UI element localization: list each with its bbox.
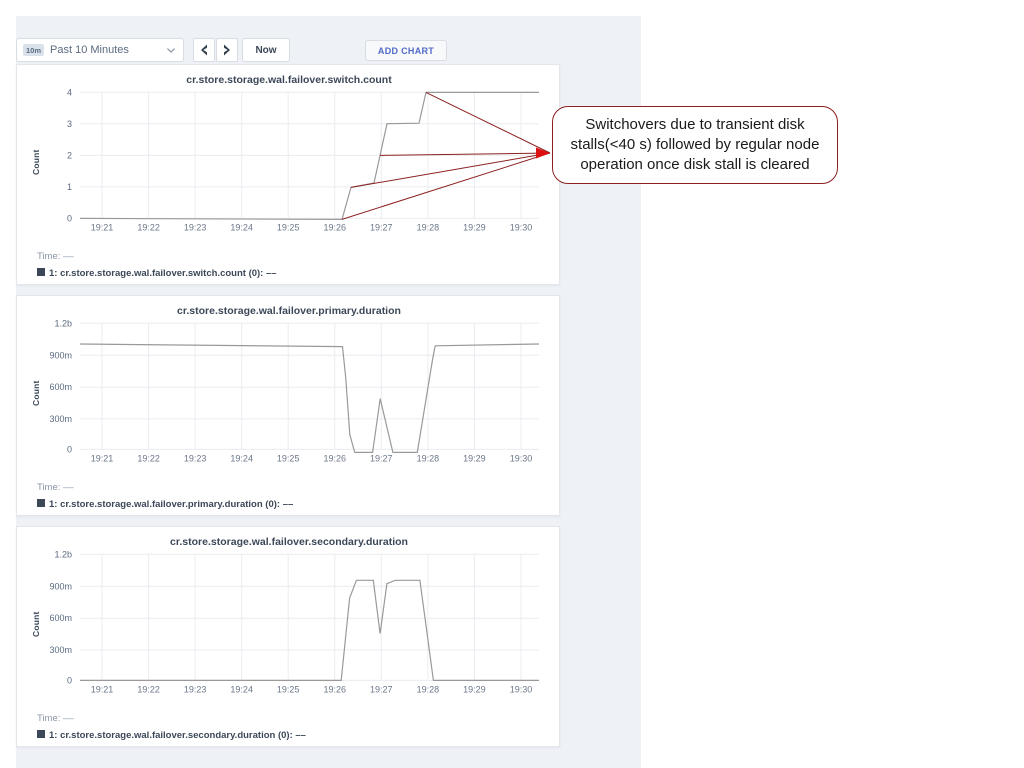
svg-text:4: 4 [67, 87, 72, 97]
svg-text:19:27: 19:27 [370, 453, 393, 463]
svg-text:19:25: 19:25 [277, 222, 300, 232]
svg-text:19:24: 19:24 [230, 684, 253, 694]
svg-text:600m: 600m [49, 382, 72, 392]
svg-text:2: 2 [67, 150, 72, 160]
svg-text:19:22: 19:22 [137, 222, 160, 232]
svg-text:3: 3 [67, 119, 72, 129]
svg-text:19:21: 19:21 [91, 453, 114, 463]
svg-text:19:25: 19:25 [277, 453, 300, 463]
svg-text:19:22: 19:22 [137, 453, 160, 463]
svg-text:1.2b: 1.2b [54, 318, 72, 328]
svg-text:19:28: 19:28 [417, 222, 440, 232]
svg-text:19:23: 19:23 [184, 684, 207, 694]
svg-text:19:29: 19:29 [463, 222, 486, 232]
svg-text:19:30: 19:30 [510, 222, 533, 232]
svg-text:0: 0 [67, 444, 72, 454]
svg-text:1.2b: 1.2b [54, 549, 72, 559]
svg-text:19:27: 19:27 [370, 222, 393, 232]
svg-text:19:26: 19:26 [324, 453, 347, 463]
svg-text:0: 0 [67, 675, 72, 685]
svg-text:19:26: 19:26 [324, 684, 347, 694]
svg-text:1: 1 [67, 182, 72, 192]
svg-text:19:21: 19:21 [91, 684, 114, 694]
svg-text:19:28: 19:28 [417, 684, 440, 694]
svg-text:0: 0 [67, 213, 72, 223]
svg-text:19:27: 19:27 [370, 684, 393, 694]
svg-text:300m: 300m [49, 414, 72, 424]
svg-text:19:24: 19:24 [230, 222, 253, 232]
svg-text:900m: 900m [49, 350, 72, 360]
svg-text:19:30: 19:30 [510, 453, 533, 463]
svg-text:19:23: 19:23 [184, 222, 207, 232]
svg-text:900m: 900m [49, 581, 72, 591]
svg-text:19:29: 19:29 [463, 684, 486, 694]
svg-text:300m: 300m [49, 645, 72, 655]
svg-text:19:30: 19:30 [510, 684, 533, 694]
svg-text:19:28: 19:28 [417, 453, 440, 463]
svg-text:600m: 600m [49, 613, 72, 623]
svg-text:19:23: 19:23 [184, 453, 207, 463]
svg-text:19:22: 19:22 [137, 684, 160, 694]
svg-text:19:26: 19:26 [324, 222, 347, 232]
svg-text:19:29: 19:29 [463, 453, 486, 463]
svg-text:19:24: 19:24 [230, 453, 253, 463]
svg-text:19:25: 19:25 [277, 684, 300, 694]
svg-text:19:21: 19:21 [91, 222, 114, 232]
